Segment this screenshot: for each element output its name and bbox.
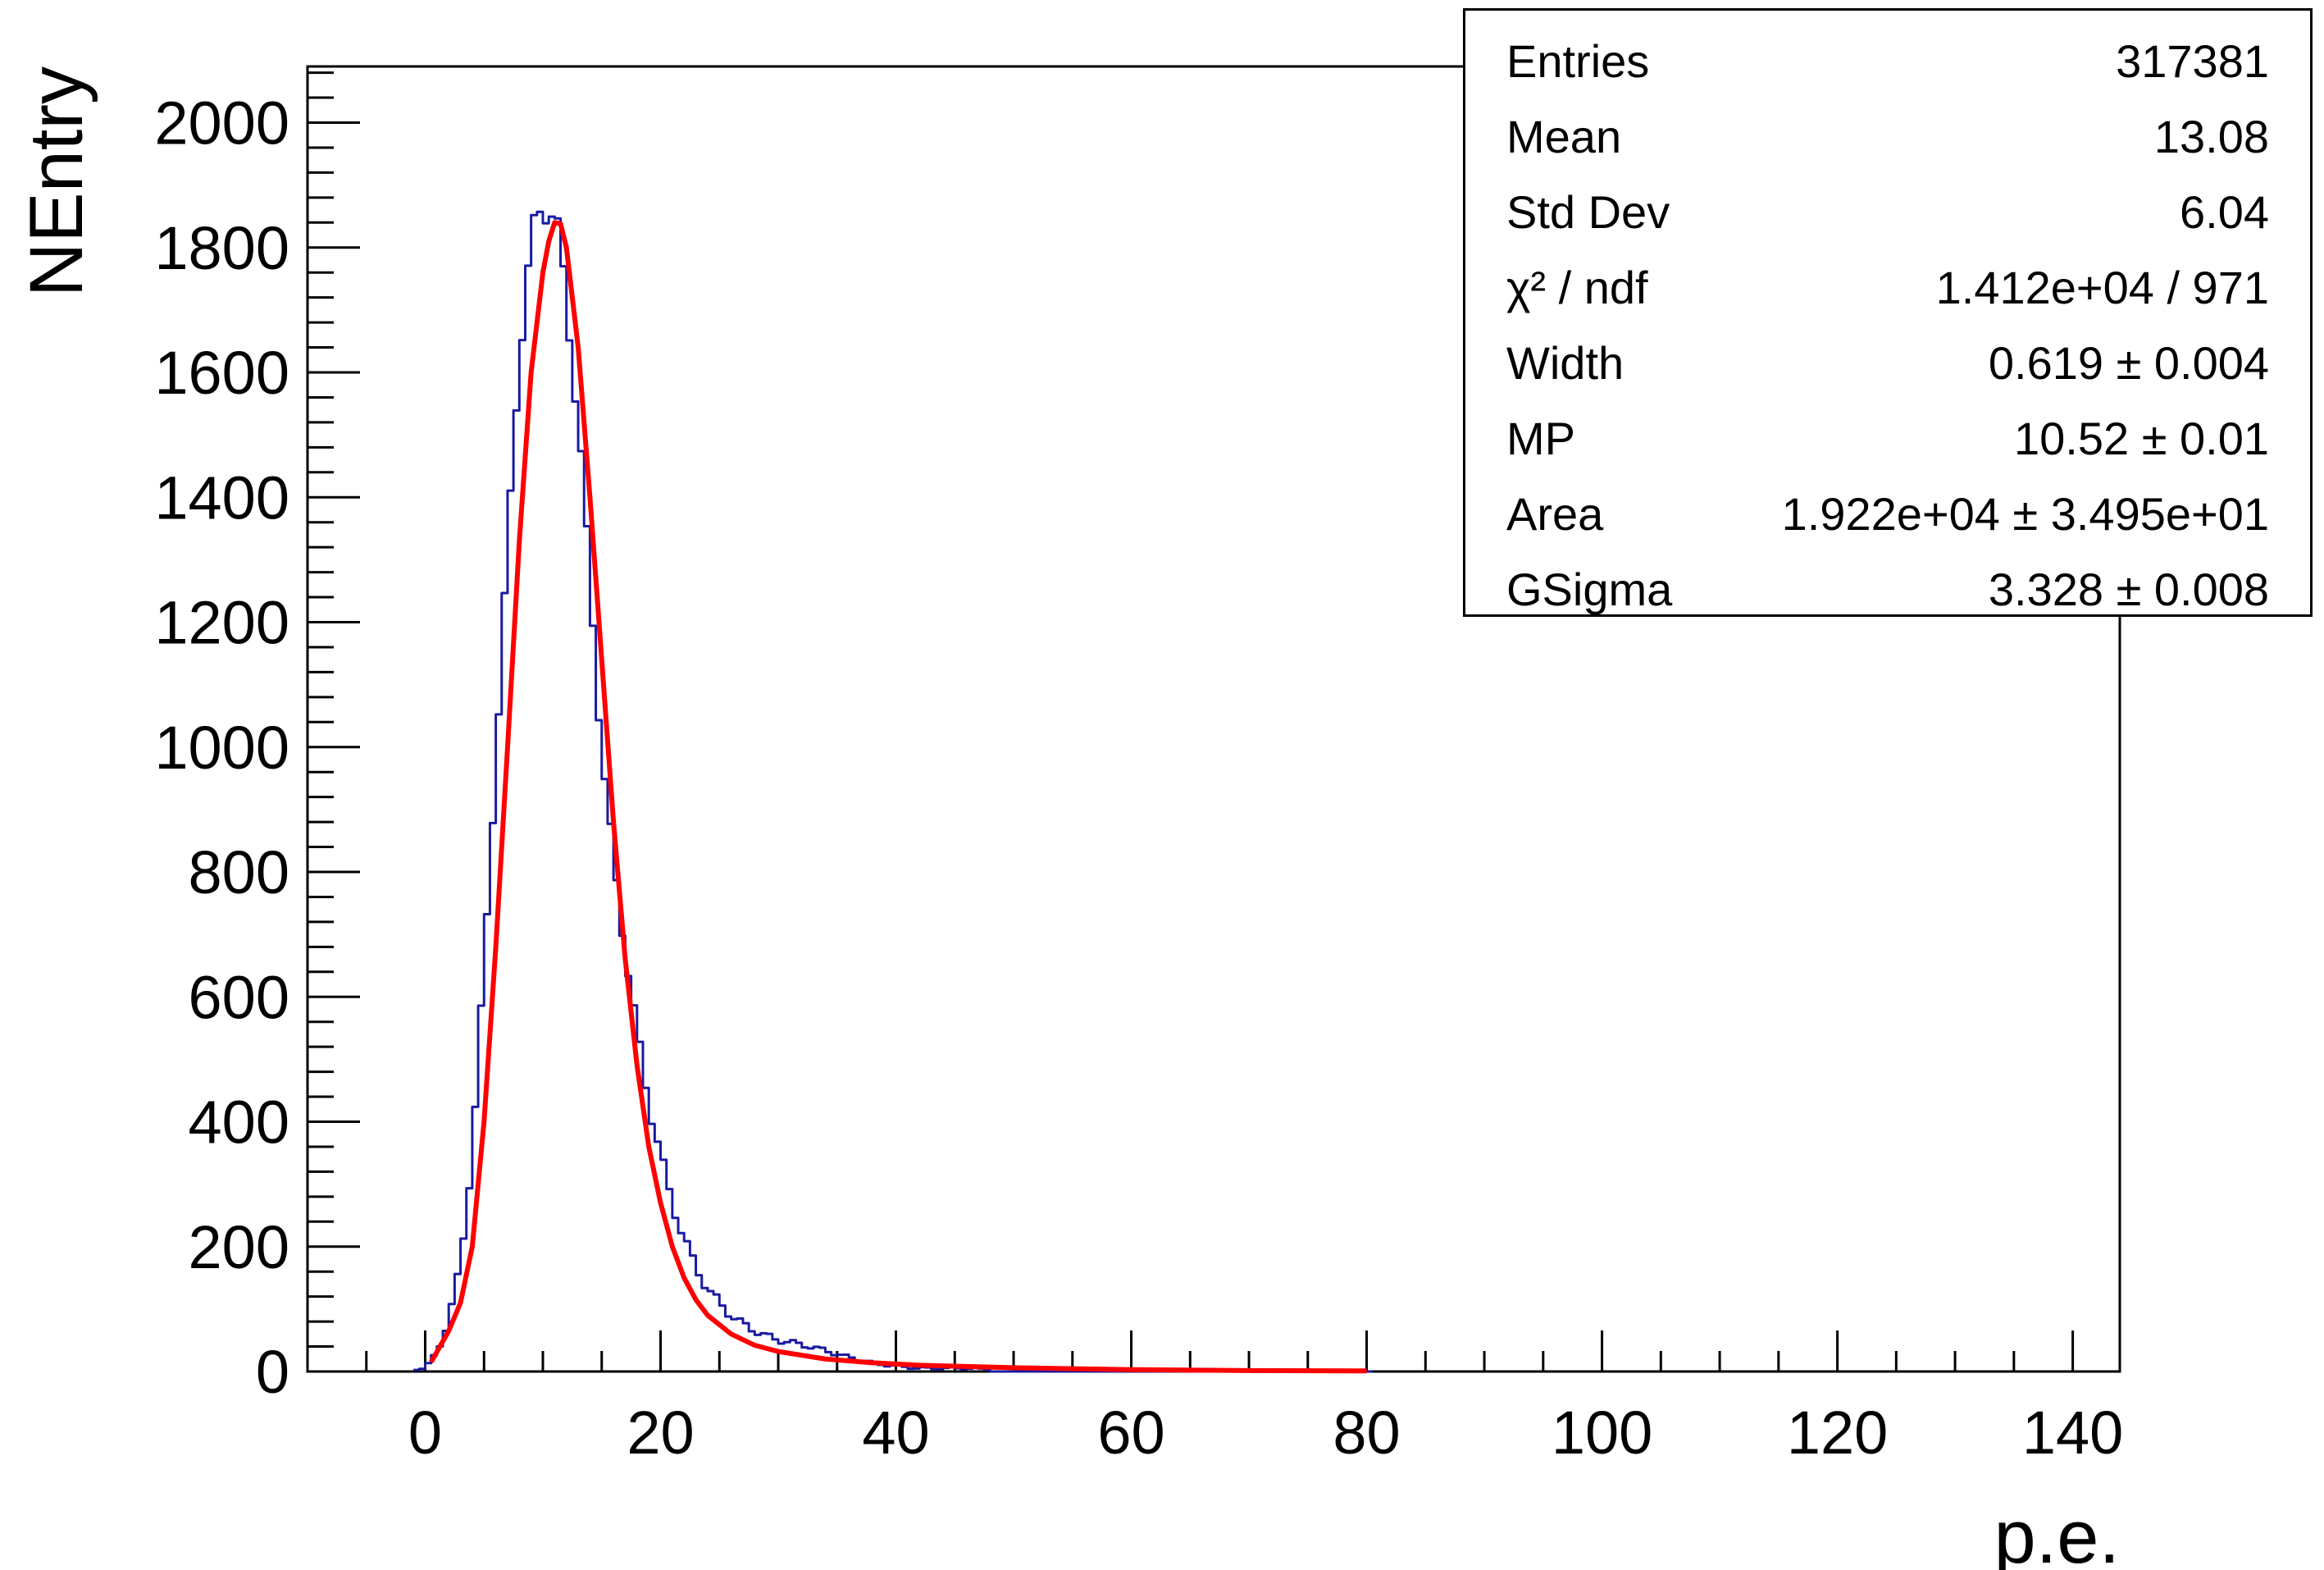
- y-tick-label: 0: [256, 1338, 289, 1406]
- stats-label: χ² / ndf: [1506, 261, 1648, 313]
- y-axis-ticks: [308, 71, 360, 1373]
- fit-curve: [429, 220, 1367, 1374]
- x-axis-tick-labels: 0 20 40 60 80 100 120 140: [408, 1399, 2123, 1467]
- stats-value: 10.52 ± 0.01: [2014, 412, 2269, 464]
- x-tick-label: 80: [1333, 1399, 1400, 1467]
- stats-row: χ² / ndf 1.412e+04 / 971: [1506, 250, 2269, 324]
- y-tick-label: 800: [189, 838, 289, 906]
- y-tick-label: 400: [189, 1089, 289, 1157]
- y-tick-label: 1800: [154, 214, 289, 282]
- stats-label: Width: [1506, 336, 1625, 389]
- y-axis-title: NEntry: [15, 66, 98, 297]
- x-tick-label: 100: [1552, 1399, 1652, 1467]
- x-axis-ticks: [306, 1330, 2075, 1371]
- stats-value: 317381: [2116, 34, 2269, 87]
- y-tick-label: 1400: [154, 463, 289, 532]
- stats-label: MP: [1506, 412, 1575, 464]
- stats-value: 0.619 ± 0.004: [1988, 336, 2269, 389]
- y-tick-label: 1600: [154, 339, 289, 407]
- y-tick-label: 1000: [154, 714, 289, 782]
- stats-label: Entries: [1506, 34, 1650, 87]
- x-tick-label: 120: [1787, 1399, 1888, 1467]
- stats-value: 1.412e+04 / 971: [1935, 261, 2269, 313]
- stats-label: Std Dev: [1506, 185, 1670, 238]
- x-tick-label: 140: [2022, 1399, 2123, 1467]
- y-axis-tick-labels: 0 200 400 600 800 1000 1200 1400 1600 1800 2000: [154, 89, 289, 1406]
- stats-row: Mean 13.08: [1506, 99, 2269, 173]
- stats-value: 1.922e+04 ± 3.495e+01: [1781, 487, 2269, 540]
- x-tick-label: 40: [862, 1399, 929, 1467]
- stats-value: 6.04: [2180, 185, 2269, 238]
- stats-row: Std Dev 6.04: [1506, 175, 2269, 249]
- stats-row: GSigma 3.328 ± 0.008: [1506, 552, 2269, 626]
- x-tick-label: 0: [408, 1399, 442, 1467]
- y-tick-label: 200: [189, 1213, 289, 1281]
- x-tick-label: 20: [627, 1399, 694, 1467]
- stats-box: Entries 317381 Mean 13.08 Std Dev 6.04 χ² / nd…: [1463, 8, 2313, 617]
- stats-value: 13.08: [2153, 110, 2269, 162]
- x-tick-label: 60: [1097, 1399, 1164, 1467]
- stats-row: Entries 317381: [1506, 24, 2269, 98]
- stats-label: Mean: [1506, 110, 1622, 162]
- y-tick-label: 600: [189, 963, 289, 1031]
- stats-row: Area 1.922e+04 ± 3.495e+01: [1506, 477, 2269, 550]
- histogram-series: [413, 210, 1373, 1373]
- x-axis-title: p.e.: [1994, 1495, 2120, 1570]
- stats-row: MP 10.52 ± 0.01: [1506, 401, 2269, 475]
- stats-label: Area: [1506, 487, 1604, 540]
- series-layer: [413, 210, 1373, 1374]
- stats-row: Width 0.619 ± 0.004: [1506, 326, 2269, 399]
- stats-label: GSigma: [1506, 563, 1673, 615]
- stats-value: 3.328 ± 0.008: [1988, 563, 2269, 615]
- y-tick-label: 2000: [154, 89, 289, 157]
- y-tick-label: 1200: [154, 589, 289, 657]
